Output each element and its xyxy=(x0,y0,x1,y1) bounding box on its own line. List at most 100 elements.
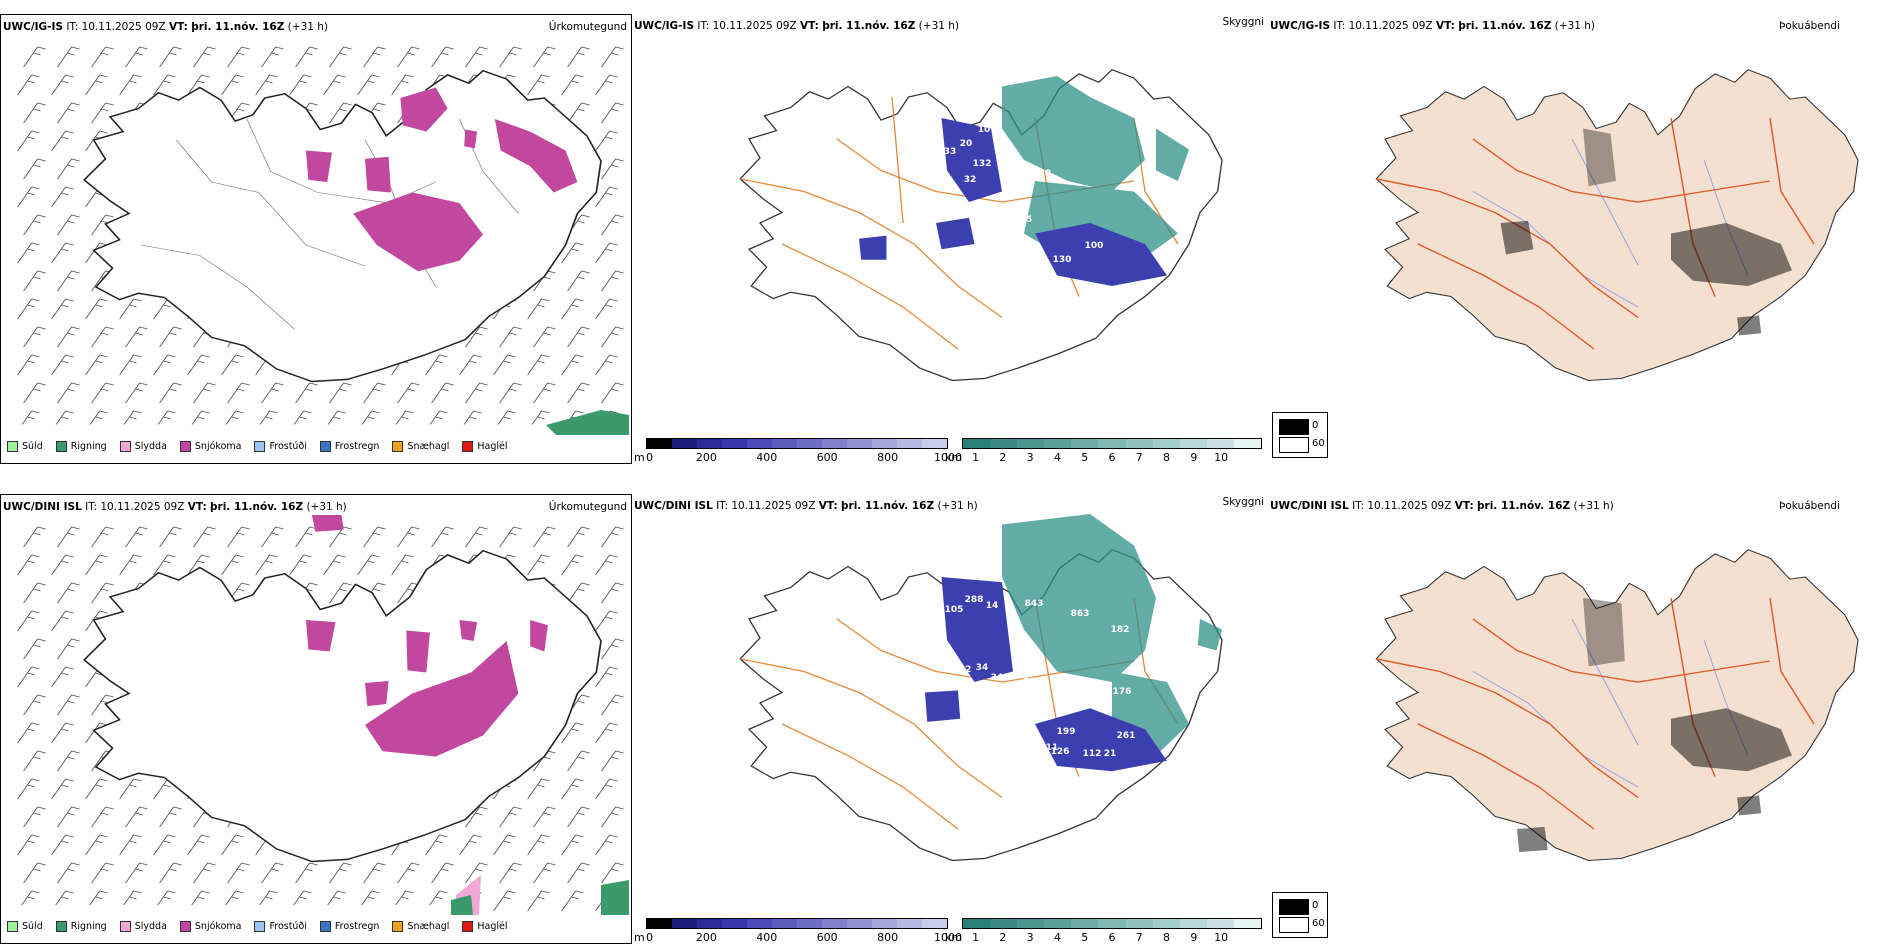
wind-barb xyxy=(295,382,318,404)
precip-legend-item: Snæhagl xyxy=(392,441,449,452)
wind-barb xyxy=(51,354,74,376)
colorbar-cell xyxy=(1098,919,1126,928)
wind-barb xyxy=(255,554,278,576)
wind-barb xyxy=(595,130,618,152)
colorbar-cell xyxy=(990,439,1018,448)
wind-barb xyxy=(561,298,584,320)
colorbar-tick: 8 xyxy=(1163,451,1171,464)
visibility-value-label: 188 xyxy=(1013,825,1032,835)
visibility-value-label: 199 xyxy=(1057,727,1076,737)
visibility-value-label: 14 xyxy=(986,601,999,611)
wind-barb xyxy=(295,862,318,884)
legend-swatch xyxy=(7,921,18,932)
wind-barb xyxy=(23,46,46,68)
wind-barb xyxy=(465,382,488,404)
colorbar-tick: 7 xyxy=(1135,931,1143,944)
wind-barb xyxy=(221,890,244,912)
wind-barb xyxy=(119,778,142,800)
wind-barb xyxy=(567,326,590,348)
colorbar-cell xyxy=(647,439,672,448)
wind-barb xyxy=(119,74,142,96)
wind-barb xyxy=(57,694,80,716)
wind-barb xyxy=(51,666,74,688)
colorbar-cell xyxy=(1017,439,1045,448)
precip-legend-item: Frostúði xyxy=(254,441,307,452)
wind-barb xyxy=(85,298,108,320)
wind-barb xyxy=(51,410,74,432)
wind-barb xyxy=(51,722,74,744)
panel-title: UWC/DINI ISL IT: 10.11.2025 09Z VT: þri.… xyxy=(634,500,978,512)
colorbar-cell xyxy=(822,919,847,928)
wind-barb xyxy=(227,862,250,884)
wind-barb xyxy=(91,102,114,124)
wind-barb xyxy=(431,46,454,68)
legend-label: Snjókoma xyxy=(194,921,242,932)
wind-barb xyxy=(119,890,142,912)
wind-barb xyxy=(363,862,386,884)
colorbar-tick: 8 xyxy=(1163,931,1171,944)
precip-legend-item: Haglél xyxy=(462,441,508,452)
panel-type-label: Skyggni xyxy=(1222,496,1265,508)
wind-barb xyxy=(91,326,114,348)
wind-barb xyxy=(431,382,454,404)
wind-barb xyxy=(51,186,74,208)
fog-index-map xyxy=(1375,69,1859,382)
wind-barb xyxy=(85,354,108,376)
legend-swatch xyxy=(462,441,474,452)
panel-title: UWC/DINI ISL IT: 10.11.2025 09Z VT: þri.… xyxy=(3,501,347,513)
wind-barb xyxy=(561,242,584,264)
visibility-value-label: 123 xyxy=(1019,701,1038,711)
wind-barb xyxy=(153,890,176,912)
wind-barb xyxy=(153,554,176,576)
visibility-value-label: 112 xyxy=(1083,749,1102,759)
wind-barb xyxy=(527,410,550,432)
wind-barb xyxy=(187,410,210,432)
colorbar-tick: 9 xyxy=(1190,451,1198,464)
wind-barb xyxy=(425,410,448,432)
wind-barb xyxy=(51,554,74,576)
wind-barb xyxy=(261,862,284,884)
wind-barb xyxy=(357,554,380,576)
wind-barb xyxy=(425,834,448,856)
wind-barb xyxy=(91,382,114,404)
colorbar-tick: 800 xyxy=(877,931,899,944)
wind-barb xyxy=(85,410,108,432)
wind-barb xyxy=(329,46,352,68)
legend-label: Rigning xyxy=(70,441,107,452)
colorbar-tick: 6 xyxy=(1108,931,1116,944)
wind-barb xyxy=(527,74,550,96)
legend-label: Haglél xyxy=(477,441,508,452)
colorbar-tick: 600 xyxy=(816,931,838,944)
wind-barb xyxy=(23,214,46,236)
legend-label: Frostúði xyxy=(269,441,307,452)
wind-barb xyxy=(17,722,40,744)
wind-barb xyxy=(57,214,80,236)
colorbar-m-unit: m xyxy=(634,451,645,464)
visibility-value-label: 102 xyxy=(993,759,1012,769)
visibility-value-label: 126 xyxy=(1051,747,1070,757)
wind-barb xyxy=(561,722,584,744)
wind-barb xyxy=(17,74,40,96)
colorbar-cell xyxy=(822,439,847,448)
colorbar-tick: 200 xyxy=(695,451,717,464)
colorbar-tick: 0 xyxy=(646,451,653,464)
colorbar-meters: 0 200 400 600 800 1000 xyxy=(646,918,962,944)
visibility-value-label: 100 xyxy=(1019,241,1038,251)
wind-barb xyxy=(221,354,244,376)
wind-barb xyxy=(187,74,210,96)
colorbar-tick: 600 xyxy=(816,451,838,464)
panel-title: UWC/IG-IS IT: 10.11.2025 09Z VT: þri. 11… xyxy=(1270,20,1596,32)
wind-barb xyxy=(51,890,74,912)
wind-barb xyxy=(601,102,624,124)
wind-barb xyxy=(17,298,40,320)
visibility-value-label: 125 xyxy=(1017,725,1036,735)
wind-barb xyxy=(601,326,624,348)
wind-barb xyxy=(567,526,590,548)
colorbar-cell xyxy=(990,919,1018,928)
wind-barb xyxy=(527,778,550,800)
visibility-value-label: 34 xyxy=(976,663,989,673)
wind-barb xyxy=(57,158,80,180)
wind-barb xyxy=(23,382,46,404)
panel-precip-type-dini: UWC/DINI ISL IT: 10.11.2025 09Z VT: þri.… xyxy=(0,494,632,944)
wind-barb xyxy=(499,806,522,828)
